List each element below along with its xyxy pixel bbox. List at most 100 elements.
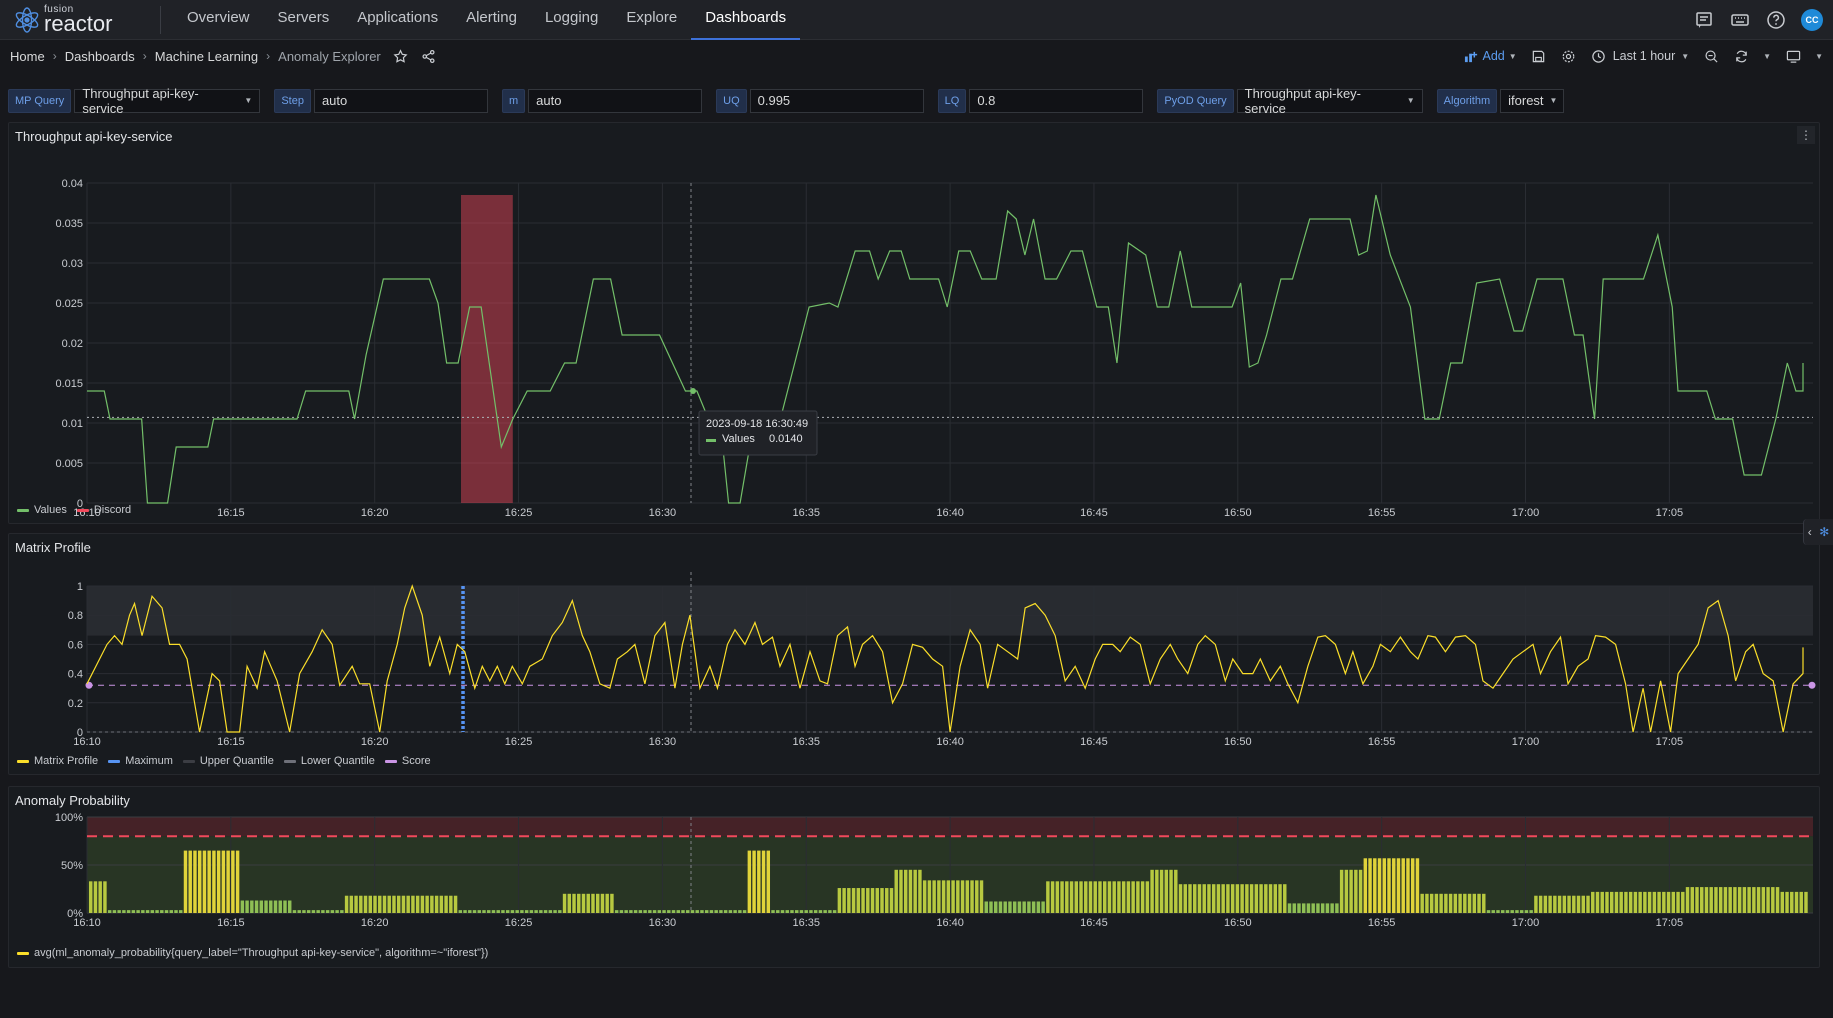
nav-dashboards[interactable]: Dashboards xyxy=(691,0,801,40)
y-tick-label: 0.6 xyxy=(68,639,83,651)
probability-bar xyxy=(1392,858,1396,913)
view-mode-chevron-icon[interactable]: ▼ xyxy=(1815,51,1823,61)
nav-logging[interactable]: Logging xyxy=(544,8,599,26)
probability-bar xyxy=(539,910,543,913)
probability-bar xyxy=(1486,910,1491,913)
chevron-down-icon: ▼ xyxy=(1406,96,1415,105)
breadcrumb-machine-learning[interactable]: Machine Learning xyxy=(154,48,259,64)
time-picker[interactable]: Last 1 hour ▼ xyxy=(1591,48,1689,64)
legend-label: Maximum xyxy=(125,755,173,767)
legend-label: Values xyxy=(34,504,67,516)
mp-query-select[interactable]: Throughput api-key-service ▼ xyxy=(74,85,261,116)
anomaly-probability-chart[interactable]: 0% 50% 100% 16:10 16:15 16:20 16:25 16:30 16:35 1… xyxy=(9,807,1821,967)
probability-bar xyxy=(1254,884,1259,913)
legend-item[interactable]: Discord xyxy=(76,504,131,516)
probability-bar xyxy=(548,910,553,913)
pyod-query-select[interactable]: Throughput api-key-service ▼ xyxy=(1236,86,1423,116)
probability-bar xyxy=(851,888,856,913)
probability-bar xyxy=(1723,887,1728,913)
save-icon[interactable] xyxy=(1531,48,1547,64)
legend-item[interactable]: Maximum xyxy=(108,755,173,767)
uq-input[interactable]: 0.995 xyxy=(749,88,924,113)
probability-bar xyxy=(1174,869,1178,913)
zoom-out-icon[interactable] xyxy=(1703,48,1719,64)
clock-icon xyxy=(1591,48,1607,64)
probability-bar xyxy=(1609,891,1614,913)
fusionreactor-logo[interactable]: fusion reactor xyxy=(0,0,160,40)
algorithm-select[interactable]: iforest ▼ xyxy=(1500,88,1565,113)
m-input[interactable]: auto xyxy=(528,88,703,113)
nav-overview[interactable]: Overview xyxy=(187,8,250,26)
matrix-profile-panel: Matrix Profile 0 0.2 0.4 0.6 0.8 1 16:10 16:15 1… xyxy=(8,533,1820,775)
legend-item[interactable]: Values xyxy=(17,504,67,516)
tv-mode-icon[interactable] xyxy=(1785,48,1801,64)
probability-bar xyxy=(1302,903,1306,913)
breadcrumb-dashboards[interactable]: Dashboards xyxy=(64,48,135,64)
refresh-icon[interactable] xyxy=(1733,48,1749,64)
probability-bar xyxy=(581,893,586,913)
probability-bar xyxy=(1671,891,1676,913)
legend-item[interactable]: Upper Quantile xyxy=(182,755,274,767)
x-tick-label: 16:20 xyxy=(361,507,389,519)
probability-bar xyxy=(1325,903,1330,913)
side-panel-toggle[interactable]: ‹ ✻ xyxy=(1803,519,1833,545)
probability-bar xyxy=(1771,887,1775,913)
legend-item[interactable]: Score xyxy=(384,755,431,767)
refresh-interval-chevron-icon[interactable]: ▼ xyxy=(1763,51,1772,61)
nav-explore[interactable]: Explore xyxy=(626,8,678,26)
probability-bar xyxy=(1226,884,1230,913)
probability-bar xyxy=(231,850,235,913)
throughput-chart[interactable]: 0 0.005 0.01 0.015 0.02 0.025 0.03 0.035 0.04 16:… xyxy=(9,145,1821,525)
user-avatar[interactable]: CC xyxy=(1801,9,1823,31)
probability-bar xyxy=(1017,901,1022,913)
probability-bar xyxy=(1131,881,1135,913)
legend-item[interactable]: avg(ml_anomaly_probability{query_label="… xyxy=(17,947,488,959)
nav-alerting[interactable]: Alerting xyxy=(466,8,517,26)
x-tick-label: 16:35 xyxy=(792,736,820,748)
probability-bar xyxy=(1728,887,1732,913)
nav-applications[interactable]: Applications xyxy=(357,8,439,26)
probability-bar xyxy=(1685,887,1690,913)
probability-bar xyxy=(861,888,865,913)
step-input[interactable]: auto xyxy=(313,88,488,113)
probability-bar xyxy=(823,910,827,913)
probability-bar xyxy=(1572,895,1576,913)
probability-bar xyxy=(1444,893,1448,913)
probability-bar xyxy=(652,910,657,913)
share-icon[interactable] xyxy=(421,48,437,64)
probability-bar xyxy=(1704,887,1709,913)
x-tick-label: 16:10 xyxy=(73,736,101,748)
nav-servers[interactable]: Servers xyxy=(277,8,330,26)
star-icon[interactable] xyxy=(393,48,409,64)
time-range-label: Last 1 hour xyxy=(1612,49,1676,63)
probability-bar xyxy=(1633,891,1638,913)
mp-query-value: Throughput api-key-service xyxy=(82,85,199,116)
probability-bar xyxy=(1031,901,1036,913)
settings-gear-icon[interactable] xyxy=(1561,48,1577,64)
top-right-actions: CC xyxy=(1693,0,1823,40)
keyboard-icon[interactable] xyxy=(1729,9,1751,31)
help-icon[interactable] xyxy=(1765,9,1787,31)
add-button[interactable]: Add ▼ xyxy=(1464,49,1517,64)
probability-bar xyxy=(1159,869,1164,913)
x-tick-label: 16:50 xyxy=(1224,507,1252,519)
legend-swatch xyxy=(17,951,29,955)
probability-bar xyxy=(273,900,278,913)
legend-item[interactable]: Lower Quantile xyxy=(283,755,375,767)
probability-bar xyxy=(543,910,548,913)
feed-icon[interactable] xyxy=(1693,9,1715,31)
panel-menu-icon[interactable]: ⋮ xyxy=(1797,126,1815,144)
probability-bar xyxy=(1050,881,1055,913)
probability-bar xyxy=(335,910,339,913)
top-nav: fusion reactor Overview Servers Applicat… xyxy=(0,0,1833,40)
matrix-profile-chart[interactable]: 0 0.2 0.4 0.6 0.8 1 16:10 16:15 16:20 16:25 16:30 1… xyxy=(9,556,1821,776)
probability-bar xyxy=(202,850,207,913)
probability-bar xyxy=(738,910,742,913)
legend-item[interactable]: Matrix Profile xyxy=(17,755,98,767)
probability-bar xyxy=(534,910,538,913)
tooltip-time: 2023-09-18 16:30:49 xyxy=(706,418,808,430)
lq-input[interactable]: 0.8 xyxy=(969,88,1144,113)
probability-bar xyxy=(903,869,908,913)
breadcrumb-home[interactable]: Home xyxy=(10,48,45,64)
probability-bar xyxy=(1628,891,1633,913)
